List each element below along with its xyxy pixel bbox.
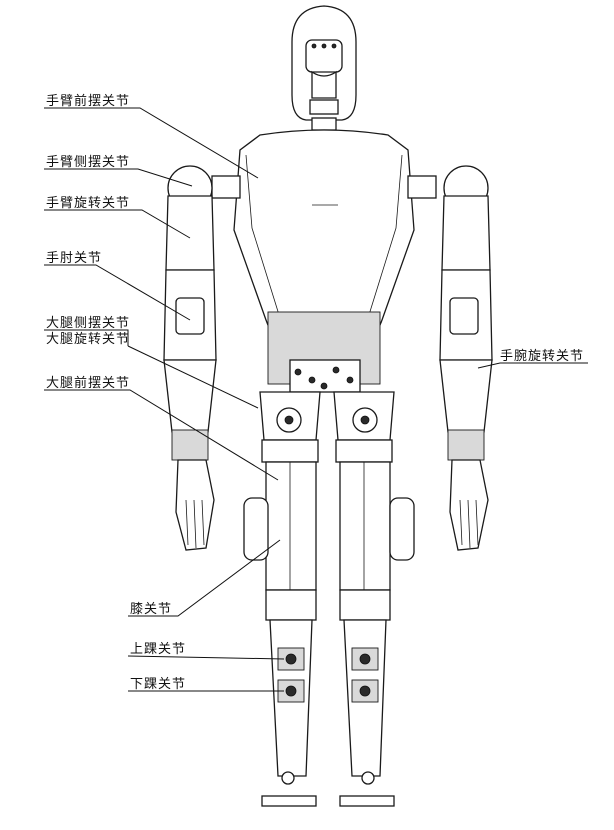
- label-hip-pitch-joint: 大腿前摆关节: [46, 376, 131, 391]
- robot-left-arm: [163, 165, 217, 551]
- label-elbow-joint: 手肘关节: [46, 251, 103, 266]
- label-knee-joint: 膝关节: [130, 602, 173, 617]
- robot-left-leg: [243, 391, 321, 807]
- robot-right-arm: [439, 165, 493, 551]
- robot-torso: [211, 129, 437, 393]
- label-upper-ankle-joint: 上踝关节: [130, 642, 187, 657]
- label-arm-pitch-joint: 手臂前摆关节: [46, 94, 131, 109]
- label-hip-yaw-joint: 大腿旋转关节: [46, 332, 131, 347]
- robot-head: [291, 5, 357, 131]
- label-arm-roll-joint: 手臂侧摆关节: [46, 155, 131, 170]
- robot-right-leg: [333, 391, 415, 807]
- label-arm-yaw-joint: 手臂旋转关节: [46, 196, 131, 211]
- label-wrist-yaw-joint: 手腕旋转关节: [500, 349, 585, 364]
- label-lower-ankle-joint: 下踝关节: [130, 677, 187, 692]
- label-hip-roll-joint: 大腿侧摆关节: [46, 316, 131, 331]
- leader-lines: [44, 107, 588, 692]
